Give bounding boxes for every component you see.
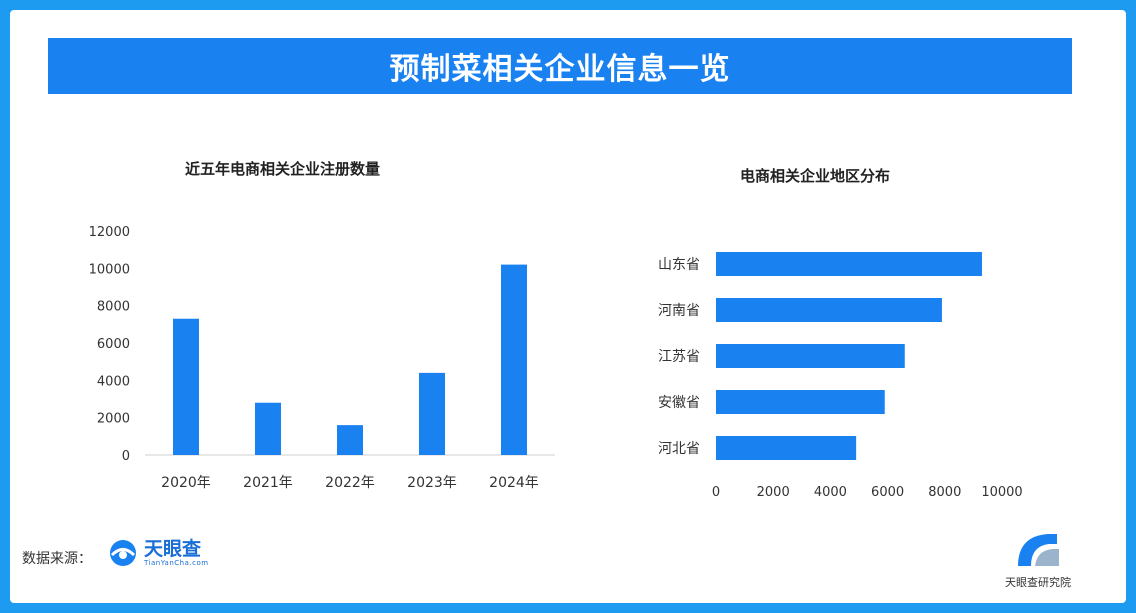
y-category-label: 江苏省: [658, 349, 700, 365]
left-chart-title: 近五年电商相关企业注册数量: [185, 160, 381, 178]
hbar-安徽省: [716, 390, 885, 414]
hbar-江苏省: [716, 344, 905, 368]
page-title: 预制菜相关企业信息一览: [389, 52, 731, 87]
y-tick-label: 8000: [97, 300, 130, 315]
bar-2022年: [337, 425, 363, 455]
left-logo-name: 天眼查: [144, 538, 202, 560]
y-tick-label: 12000: [89, 225, 130, 240]
hbar-河北省: [716, 436, 857, 460]
bar-2024年: [501, 264, 527, 455]
x-tick-label: 2024年: [489, 475, 539, 491]
y-tick-label: 0: [122, 449, 130, 464]
x-tick-label: 2020年: [161, 475, 211, 491]
title-banner: 预制菜相关企业信息一览: [48, 38, 1072, 94]
right-chart-title: 电商相关企业地区分布: [740, 167, 891, 185]
y-tick-label: 10000: [89, 262, 130, 277]
y-category-label: 河北省: [658, 441, 700, 457]
y-category-label: 河南省: [658, 303, 700, 319]
bar-2021年: [255, 402, 281, 455]
x-tick-label: 2023年: [407, 475, 457, 491]
x-tick-label: 4000: [814, 485, 847, 500]
y-tick-label: 2000: [97, 412, 130, 427]
bar-2020年: [173, 318, 199, 455]
x-tick-label: 10000: [981, 485, 1022, 500]
x-tick-label: 2022年: [325, 475, 375, 491]
y-tick-label: 4000: [97, 374, 130, 389]
bar-2023年: [419, 372, 445, 455]
research-institute-logo: 天眼查研究院: [988, 528, 1088, 590]
tianyancha-logo: 天眼查 TianYanCha.com: [108, 538, 209, 568]
left-logo-sub: TianYanCha.com: [144, 559, 209, 567]
data-source-label: 数据来源：: [22, 551, 92, 567]
x-tick-label: 2000: [757, 485, 790, 500]
x-tick-label: 6000: [871, 485, 904, 500]
y-category-label: 山东省: [658, 257, 700, 273]
y-tick-label: 6000: [97, 337, 130, 352]
x-tick-label: 0: [712, 485, 720, 500]
eye-logo-icon: [110, 540, 136, 566]
hbar-河南省: [716, 298, 942, 322]
arch-logo-icon: [1018, 534, 1059, 566]
x-tick-label: 2021年: [243, 475, 293, 491]
y-category-label: 安徽省: [658, 395, 700, 411]
x-tick-label: 8000: [928, 485, 961, 500]
right-logo-name: 天眼查研究院: [1005, 576, 1071, 589]
hbar-山东省: [716, 252, 982, 276]
